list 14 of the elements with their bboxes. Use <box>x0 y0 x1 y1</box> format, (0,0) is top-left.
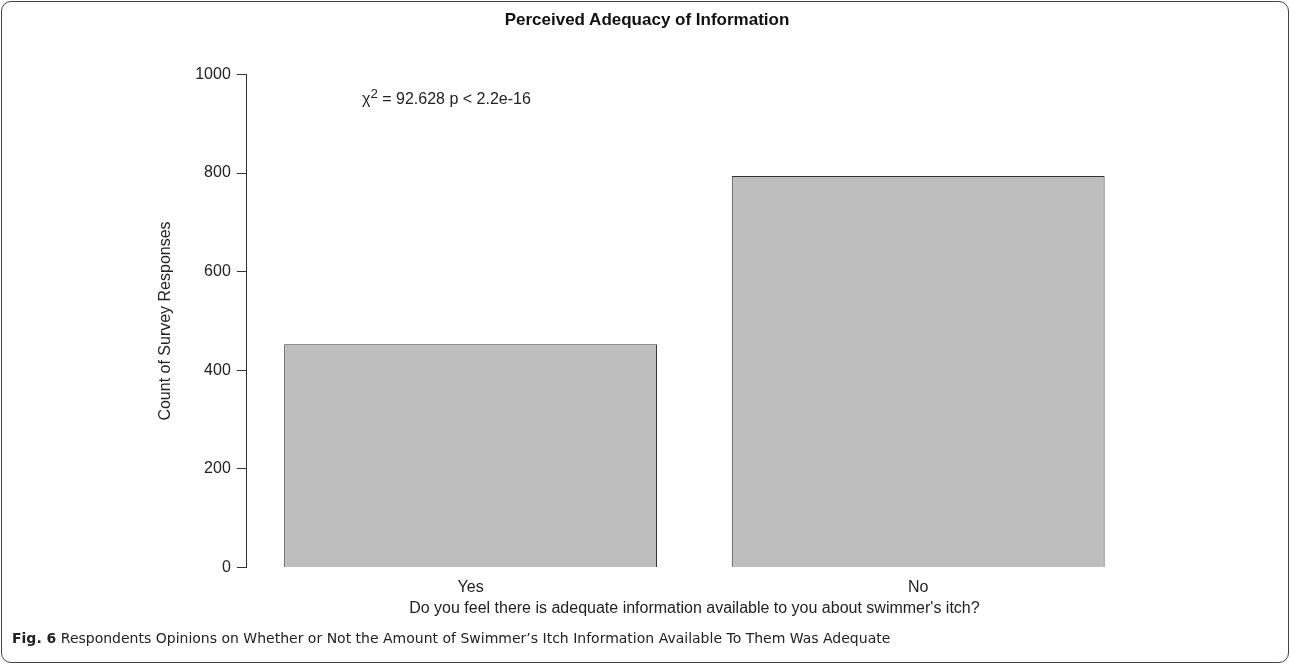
caption: Fig. 6 <box>12 630 57 646</box>
y-tick-label: 800 <box>204 163 231 181</box>
x-tick-label: Yes <box>457 577 484 595</box>
chart-title: Perceived Adequacy of Information <box>504 9 790 29</box>
text: Respondents Opinions on Whether or Not the Amount of Swimmer’s Itch Information Available To Them Was Adequate <box>60 630 891 646</box>
x-axis-title: Do you feel there is adequate information available to you about swimmer's itch? <box>409 598 980 616</box>
y-tick-label: 400 <box>204 360 231 378</box>
x-tick-label: No <box>907 577 929 595</box>
y-tick-label: 200 <box>204 459 231 477</box>
y-tick-label: 600 <box>204 262 231 280</box>
y-tick-label: 1000 <box>195 64 231 82</box>
annotation: χ$^{2}$ = 92.628 p < 2.2e-16 <box>362 86 531 109</box>
y-tick-label: 0 <box>221 558 231 576</box>
y-axis-title: Count of Survey Responses <box>156 221 174 421</box>
